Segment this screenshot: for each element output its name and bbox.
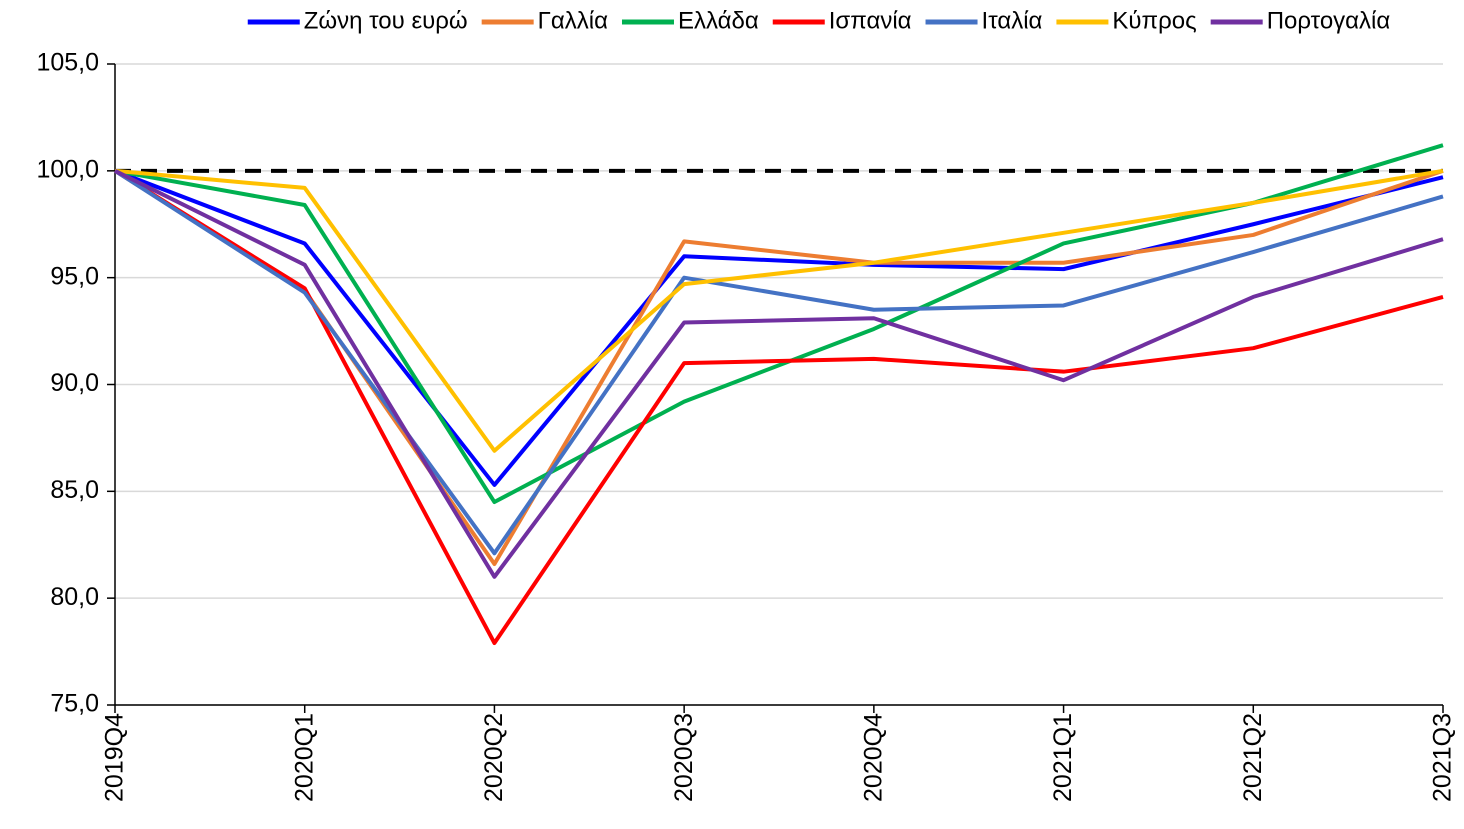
legend-label: Πορτογαλία xyxy=(1267,7,1391,34)
x-tick-label: 2020Q2 xyxy=(480,713,508,802)
y-tick-label: 100,0 xyxy=(36,155,99,183)
x-tick-label: 2019Q4 xyxy=(101,713,129,802)
series-line xyxy=(114,169,1444,579)
y-tick-label: 80,0 xyxy=(50,583,99,611)
legend-label: Ιταλία xyxy=(982,7,1043,34)
series-line xyxy=(114,168,1444,487)
y-tick-label: 95,0 xyxy=(50,262,99,290)
legend-label: Κύπρος xyxy=(1112,7,1196,34)
series-line xyxy=(114,168,1444,453)
y-tick-label: 85,0 xyxy=(50,476,99,504)
y-tick-label: 75,0 xyxy=(50,690,99,718)
series-line xyxy=(113,169,1444,646)
x-tick-label: 2020Q3 xyxy=(670,713,698,802)
legend-label: Ισπανία xyxy=(829,7,912,34)
x-tick-label: 2021Q2 xyxy=(1239,713,1267,802)
legend-label: Ζώνη του ευρώ xyxy=(304,7,468,34)
series-line xyxy=(113,169,1444,556)
legend-label: Ελλάδα xyxy=(678,7,759,34)
legend-label: Γαλλία xyxy=(538,7,608,34)
y-tick-label: 90,0 xyxy=(50,369,99,397)
x-tick-label: 2021Q3 xyxy=(1429,713,1457,802)
y-tick-label: 105,0 xyxy=(36,49,99,77)
x-tick-label: 2020Q1 xyxy=(290,713,318,802)
x-tick-label: 2021Q1 xyxy=(1049,713,1077,802)
x-tick-label: 2020Q4 xyxy=(859,713,887,802)
legend: Ζώνη του ευρώ Γαλλία Ελλάδα Ισπανία Ιταλία Κύ… xyxy=(247,7,1391,34)
